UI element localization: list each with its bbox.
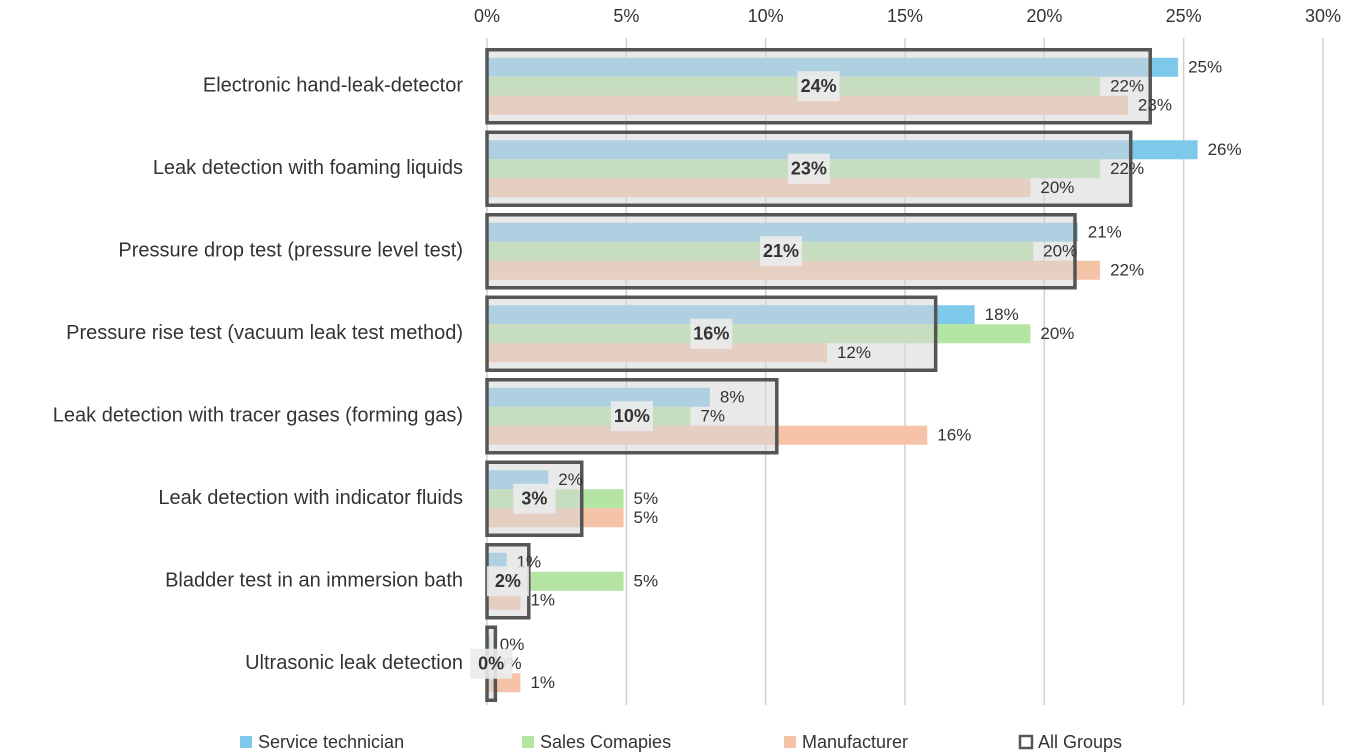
x-tick-label: 0% bbox=[474, 6, 500, 26]
x-tick-label: 25% bbox=[1166, 6, 1202, 26]
category-label: Bladder test in an immersion bath bbox=[165, 570, 463, 592]
legend-label: Service technician bbox=[258, 732, 404, 752]
value-label: 16% bbox=[937, 426, 971, 445]
label-bg bbox=[513, 483, 556, 514]
category-label: Electronic hand-leak-detector bbox=[203, 75, 463, 97]
legend-label: All Groups bbox=[1038, 732, 1122, 752]
value-label: 22% bbox=[1110, 261, 1144, 280]
value-label: 8% bbox=[720, 388, 745, 407]
legend-label: Manufacturer bbox=[802, 732, 908, 752]
category-label: Leak detection with indicator fluids bbox=[158, 487, 463, 509]
value-label: 5% bbox=[634, 489, 659, 508]
legend-label: Sales Comapies bbox=[540, 732, 671, 752]
value-label: 20% bbox=[1040, 324, 1074, 343]
category-label: Pressure rise test (vacuum leak test met… bbox=[66, 322, 463, 344]
value-label: 1% bbox=[530, 673, 555, 692]
value-label: 23% bbox=[1138, 96, 1172, 115]
value-label: 7% bbox=[700, 407, 725, 426]
category-label: Leak detection with foaming liquids bbox=[153, 157, 463, 179]
value-label: 20% bbox=[1043, 242, 1077, 261]
label-bg bbox=[486, 566, 529, 597]
legend-swatch bbox=[784, 736, 796, 748]
x-tick-label: 5% bbox=[613, 6, 639, 26]
total-label: 24% bbox=[801, 76, 837, 96]
total-label: 21% bbox=[763, 241, 799, 261]
legend-swatch bbox=[1018, 734, 1034, 750]
total-label: 23% bbox=[791, 159, 827, 179]
value-label: 22% bbox=[1110, 159, 1144, 178]
category-label: Pressure drop test (pressure level test) bbox=[118, 240, 463, 262]
category-label: Leak detection with tracer gases (formin… bbox=[53, 405, 463, 427]
value-label: 5% bbox=[634, 508, 659, 527]
value-label: 22% bbox=[1110, 77, 1144, 96]
legend-swatch bbox=[240, 736, 252, 748]
value-label: 2% bbox=[558, 470, 583, 489]
label-bg bbox=[470, 648, 513, 679]
legend-swatch bbox=[522, 736, 534, 748]
label-bg bbox=[759, 236, 802, 267]
x-tick-label: 20% bbox=[1026, 6, 1062, 26]
value-label: 5% bbox=[634, 572, 659, 591]
value-label: 1% bbox=[530, 591, 555, 610]
label-bg bbox=[690, 318, 733, 349]
value-label: 12% bbox=[837, 343, 871, 362]
x-tick-label: 15% bbox=[887, 6, 923, 26]
label-bg bbox=[797, 71, 840, 102]
x-tick-label: 10% bbox=[748, 6, 784, 26]
total-label: 2% bbox=[495, 571, 521, 591]
total-label: 10% bbox=[614, 406, 650, 426]
value-label: 25% bbox=[1188, 58, 1222, 77]
value-label: 18% bbox=[985, 305, 1019, 324]
x-tick-label: 30% bbox=[1305, 6, 1341, 26]
total-label: 3% bbox=[521, 489, 547, 509]
label-bg bbox=[787, 153, 830, 184]
label-bg bbox=[610, 401, 653, 432]
category-label: Ultrasonic leak detection bbox=[245, 652, 463, 674]
total-label: 0% bbox=[478, 654, 504, 674]
value-label: 20% bbox=[1040, 178, 1074, 197]
total-label: 16% bbox=[693, 324, 729, 344]
value-label: 21% bbox=[1088, 223, 1122, 242]
value-label: 26% bbox=[1208, 140, 1242, 159]
